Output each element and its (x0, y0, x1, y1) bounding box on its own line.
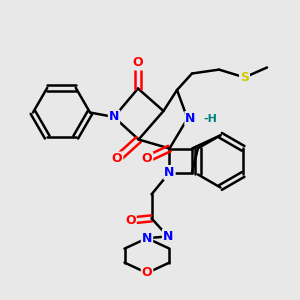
Text: N: N (109, 110, 119, 124)
Text: O: O (112, 152, 122, 166)
Text: O: O (142, 266, 152, 280)
Text: O: O (133, 56, 143, 70)
Text: O: O (125, 214, 136, 227)
Text: N: N (142, 232, 152, 245)
Text: N: N (185, 112, 196, 125)
Text: -H: -H (203, 113, 217, 124)
Text: O: O (142, 152, 152, 166)
Text: S: S (240, 71, 249, 84)
Text: N: N (164, 166, 175, 179)
Text: N: N (163, 230, 173, 243)
